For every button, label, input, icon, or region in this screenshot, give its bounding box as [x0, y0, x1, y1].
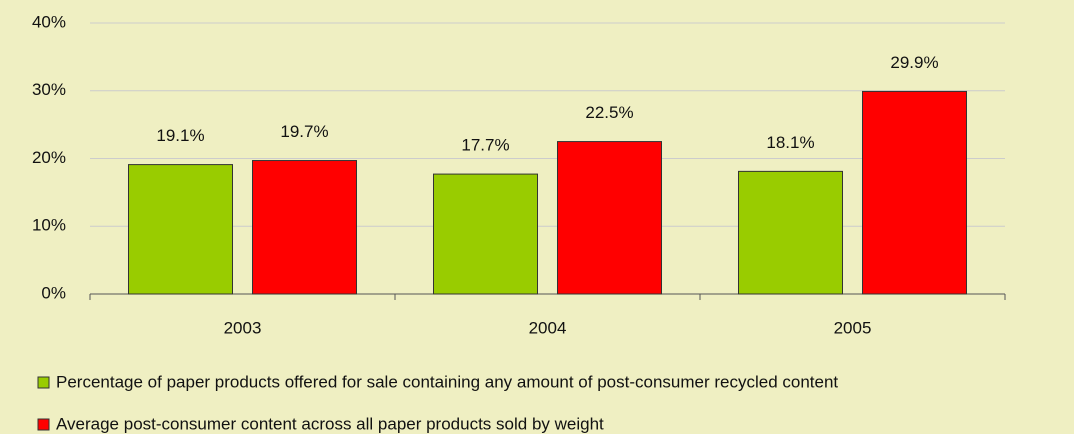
x-tick-label: 2004: [529, 318, 567, 337]
legend-label: Percentage of paper products offered for…: [56, 372, 838, 391]
legend-swatch: [37, 376, 50, 389]
legend-swatch: [37, 418, 50, 431]
x-tick-label: 2005: [834, 318, 872, 337]
value-label: 19.7%: [280, 122, 328, 141]
y-tick-label: 20%: [32, 148, 66, 167]
legend-label: Average post-consumer content across all…: [56, 414, 604, 433]
value-label: 22.5%: [585, 103, 633, 122]
bar: [557, 141, 662, 295]
y-tick-label: 40%: [32, 12, 66, 31]
value-label: 18.1%: [766, 133, 814, 152]
bar: [128, 164, 233, 295]
y-tick-label: 30%: [32, 80, 66, 99]
bar: [252, 160, 357, 295]
y-tick-label: 0%: [41, 283, 66, 302]
value-label: 19.1%: [156, 126, 204, 145]
bar: [738, 170, 843, 295]
value-label: 17.7%: [461, 136, 509, 155]
value-label: 29.9%: [890, 53, 938, 72]
y-tick-label: 10%: [32, 216, 66, 235]
bar: [862, 90, 967, 295]
bar: [433, 173, 538, 295]
x-tick-label: 2003: [224, 318, 262, 337]
